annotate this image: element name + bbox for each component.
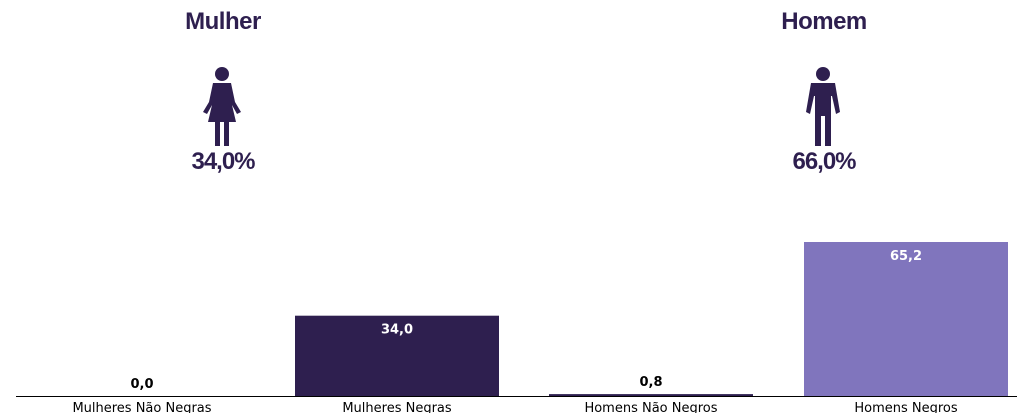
bar-value-label: 0,0 [130,377,153,392]
female-title: Mulher [185,8,261,35]
bar [549,394,753,396]
x-tick-label: Mulheres Não Negras [72,401,211,413]
male-title: Homem [781,8,867,35]
female-person-icon [203,67,241,146]
male-percent: 66,0% [792,148,856,175]
bar [295,315,499,396]
x-tick-label: Mulheres Negras [342,401,452,413]
bar-value-label: 34,0 [381,323,413,338]
bar-value-label: 0,8 [639,375,662,390]
bar-value-label: 65,2 [890,249,922,264]
x-tick-label: Homens Não Negros [584,401,717,413]
female-percent: 34,0% [191,148,255,175]
x-tick-label: Homens Negros [854,401,958,413]
male-person-icon [806,67,840,146]
bar [804,242,1008,396]
